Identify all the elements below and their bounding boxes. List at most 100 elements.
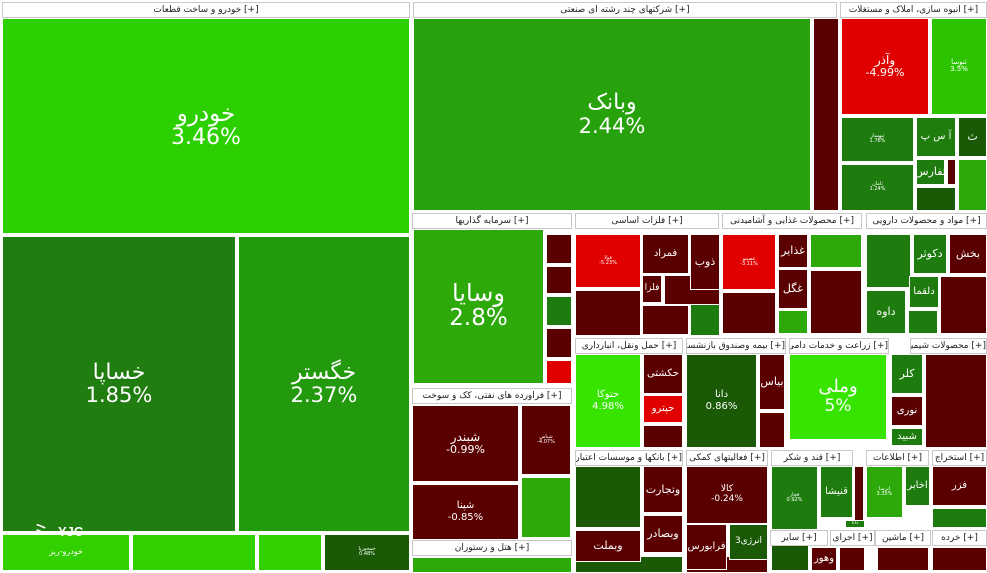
sector-header[interactable]: [+] فعالیتهای کمکی bbox=[686, 450, 768, 466]
stock-tile[interactable]: بخش bbox=[949, 234, 987, 274]
sector-header[interactable]: [+] مواد و محصولات دارویی bbox=[866, 213, 987, 229]
stock-tile[interactable]: حکشتی bbox=[643, 354, 683, 394]
stock-tile[interactable]: انرژی3 bbox=[729, 524, 768, 560]
stock-tile[interactable]: فرابورس bbox=[686, 524, 727, 570]
stock-tile-small[interactable] bbox=[546, 296, 572, 326]
sector-header[interactable]: [+] حمل ونقل، انبارداری bbox=[575, 338, 683, 354]
stock-tile[interactable]: شپنا -0.85% bbox=[412, 484, 519, 540]
stock-tile[interactable]: خگستر 2.37% bbox=[238, 236, 410, 532]
stock-tile[interactable]: غصینو -3.11% bbox=[722, 234, 776, 290]
stock-tile[interactable]: اخابر bbox=[905, 466, 930, 506]
stock-tile[interactable]: کالا -0.24% bbox=[686, 466, 768, 524]
sector-header[interactable]: [+] بیمه وصندوق بازنشستگی bbox=[686, 338, 786, 354]
stock-tile-small[interactable] bbox=[132, 534, 256, 571]
stock-tile-small[interactable] bbox=[810, 270, 862, 334]
stock-tile[interactable]: قچار 0.92% bbox=[771, 466, 818, 530]
stock-tile[interactable]: وسایا 2.8% bbox=[413, 229, 544, 384]
stock-tile[interactable]: وهور bbox=[811, 547, 837, 571]
stock-tile[interactable]: وتجارت bbox=[643, 466, 683, 513]
stock-tile[interactable]: کلر bbox=[891, 354, 923, 394]
stock-tile-small[interactable] bbox=[546, 328, 572, 358]
stock-tile[interactable]: ثامان 1.24% bbox=[841, 164, 914, 211]
stock-tile[interactable]: شبید bbox=[891, 428, 923, 446]
sector-header[interactable]: [+] ماشین bbox=[875, 530, 931, 546]
stock-tile[interactable]: وبملت bbox=[575, 530, 641, 562]
stock-tile-small[interactable] bbox=[546, 360, 572, 384]
stock-tile[interactable]: غگل bbox=[778, 269, 808, 309]
stock-tile[interactable]: ثبهساز 1.76% bbox=[841, 117, 914, 162]
stock-tile[interactable]: خودرو 3.46% bbox=[2, 18, 410, 234]
stock-tile[interactable]: خمحوریا 0.48% bbox=[324, 534, 410, 571]
sector-header[interactable]: [+] سایر bbox=[770, 530, 828, 546]
stock-tile[interactable]: غذایر bbox=[778, 234, 808, 268]
sector-header[interactable]: [+] خرده bbox=[932, 530, 987, 546]
stock-tile-small[interactable] bbox=[908, 310, 938, 334]
sector-header[interactable]: [+] بانکها و موسسات اعتباری bbox=[575, 450, 683, 466]
stock-tile-small[interactable] bbox=[575, 466, 641, 528]
sector-header[interactable]: [+] سرمایه گذاریها bbox=[412, 213, 572, 229]
stock-tile[interactable]: وملی 5% bbox=[789, 354, 887, 440]
sector-header[interactable]: [+] محصولات غذایی و آشامیدنی bbox=[722, 213, 862, 229]
stock-tile[interactable]: شبندر -0.99% bbox=[412, 405, 519, 482]
stock-tile[interactable]: فولا -5.23% bbox=[575, 234, 641, 288]
sector-header[interactable]: [+] فلزات اساسی bbox=[575, 213, 719, 229]
sector-header[interactable]: [+] قند و شکر bbox=[771, 450, 853, 466]
sector-header[interactable]: [+] فراورده های نفتی، کک و سوخت bbox=[412, 388, 572, 404]
stock-tile-small[interactable] bbox=[759, 412, 785, 448]
stock-tile-small[interactable] bbox=[722, 292, 776, 334]
stock-tile[interactable]: ث bbox=[958, 117, 987, 157]
stock-tile[interactable]: خودرو-ریز bbox=[2, 534, 130, 571]
sector-header[interactable]: [+] انبوه سازی، املاک و مستغلات bbox=[840, 2, 987, 18]
stock-tile-small[interactable] bbox=[839, 547, 865, 571]
stock-tile-small[interactable] bbox=[932, 547, 987, 571]
stock-tile[interactable]: قنیشا bbox=[820, 466, 853, 518]
stock-tile[interactable]: دلقما bbox=[909, 276, 939, 308]
stock-tile[interactable]: بیاس bbox=[759, 354, 785, 410]
stock-tile[interactable]: فمراد bbox=[642, 234, 689, 274]
sector-header[interactable]: [+] هتل و رستوران bbox=[412, 540, 572, 556]
sector-header[interactable]: [+] اجرای bbox=[830, 530, 875, 546]
stock-tile[interactable]: فزر bbox=[932, 466, 987, 506]
stock-tile-small[interactable] bbox=[546, 266, 572, 294]
sector-header[interactable]: [+] اطلاعات bbox=[866, 450, 929, 466]
stock-tile[interactable]: خساپا 1.85% bbox=[2, 236, 236, 532]
stock-tile-small[interactable] bbox=[854, 466, 864, 526]
sector-header[interactable]: [+] شرکتهای چند رشته ای صنعتی bbox=[413, 2, 837, 18]
stock-tile-small[interactable] bbox=[258, 534, 322, 571]
stock-tile-small[interactable] bbox=[575, 290, 641, 336]
stock-tile-small[interactable] bbox=[642, 305, 689, 335]
stock-tile[interactable]: دکوثر bbox=[913, 234, 947, 274]
stock-tile[interactable]: داوه bbox=[866, 290, 906, 334]
stock-tile-small[interactable] bbox=[546, 234, 572, 264]
stock-tile-small[interactable] bbox=[810, 234, 862, 268]
sector-header[interactable]: [+] خودرو و ساخت قطعات bbox=[2, 2, 410, 18]
stock-tile[interactable]: ذوب bbox=[690, 234, 720, 290]
stock-tile[interactable]: دانا 0.86% bbox=[686, 354, 757, 448]
stock-tile-small[interactable] bbox=[958, 159, 987, 211]
stock-tile[interactable]: ابرسا 3.35% bbox=[866, 466, 903, 518]
stock-tile[interactable]: نوری bbox=[891, 396, 923, 426]
stock-tile[interactable]: ثنوسا 3.5% bbox=[931, 18, 987, 115]
stock-tile[interactable]: وآذر -4.99% bbox=[841, 18, 929, 115]
stock-tile[interactable]: دانا bbox=[845, 520, 865, 528]
stock-tile[interactable]: ثفارس bbox=[916, 159, 945, 185]
stock-tile-small[interactable] bbox=[916, 187, 956, 211]
stock-tile-small[interactable] bbox=[866, 234, 911, 288]
stock-tile-small[interactable] bbox=[813, 18, 839, 211]
stock-tile[interactable]: آ س پ bbox=[916, 117, 956, 157]
stock-tile-small[interactable] bbox=[412, 557, 572, 573]
stock-tile[interactable]: حتوکا 4.98% bbox=[575, 354, 641, 448]
stock-tile-small[interactable] bbox=[521, 477, 571, 538]
stock-tile[interactable]: وبانک 2.44% bbox=[413, 18, 811, 211]
sector-header[interactable]: [+] استخراج bbox=[932, 450, 987, 466]
stock-tile-small[interactable] bbox=[947, 159, 956, 185]
sector-header[interactable]: [+] محصولات شیمیایی bbox=[910, 338, 987, 354]
stock-tile[interactable]: فلزا bbox=[642, 275, 662, 303]
stock-tile-small[interactable] bbox=[877, 547, 929, 571]
stock-tile[interactable]: وبصادر bbox=[643, 515, 683, 553]
stock-tile-small[interactable] bbox=[925, 354, 987, 448]
stock-tile-small[interactable] bbox=[778, 310, 808, 334]
stock-tile-small[interactable] bbox=[940, 276, 987, 334]
stock-tile-small[interactable] bbox=[643, 425, 683, 448]
stock-tile-small[interactable] bbox=[932, 508, 987, 528]
